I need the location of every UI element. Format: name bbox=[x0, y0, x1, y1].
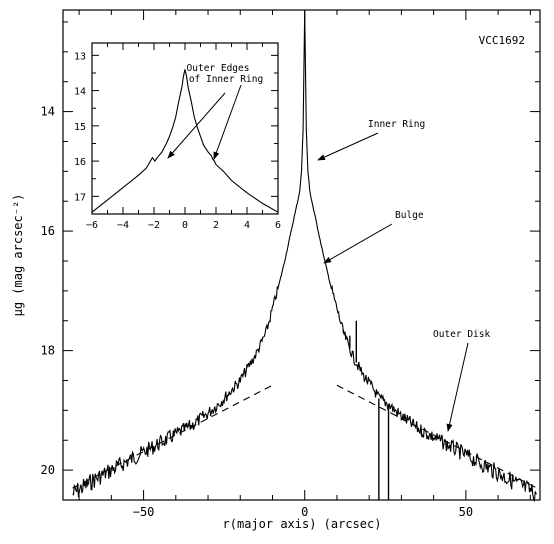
inset-profile-line bbox=[91, 69, 279, 213]
x-tick-label: 0 bbox=[301, 505, 308, 519]
disk-fit-dashed-line bbox=[72, 384, 273, 489]
y-tick-label: 18 bbox=[41, 344, 55, 358]
inset-y-tick-label: 16 bbox=[74, 157, 86, 168]
y-tick-label: 20 bbox=[41, 463, 55, 477]
outer-disk-arrow bbox=[446, 342, 469, 432]
x-axis-label: r(major axis) (arcsec) bbox=[223, 517, 382, 531]
inset-y-tick-label: 17 bbox=[74, 192, 86, 203]
bulge-arrow bbox=[323, 223, 393, 264]
inset-y-tick-label: 13 bbox=[74, 51, 86, 62]
outer-edges-arrow-left bbox=[167, 92, 226, 159]
inset-x-tick-label: 2 bbox=[213, 220, 219, 231]
inset-x-tick-label: 0 bbox=[182, 220, 188, 231]
inset-axis-ticks: −6 −4 −2 0 2 4 6 13 14 15 16 17 bbox=[74, 43, 281, 231]
x-tick-label: 50 bbox=[459, 505, 473, 519]
y-tick-label: 14 bbox=[41, 105, 55, 119]
inset-x-tick-label: 6 bbox=[275, 220, 281, 231]
outer-edges-arrow-right bbox=[213, 84, 242, 160]
inset-x-tick-label: −2 bbox=[148, 220, 160, 231]
inset-x-tick-label: −6 bbox=[86, 220, 98, 231]
galaxy-name-label: VCC1692 bbox=[479, 34, 525, 47]
inset-x-tick-label: 4 bbox=[244, 220, 250, 231]
inner-ring-label: Inner Ring bbox=[368, 119, 425, 130]
main-plot-frame bbox=[62, 9, 541, 501]
y-axis-label: μg (mag arcsec⁻²) bbox=[11, 194, 25, 317]
disk-fit-dashed-line bbox=[336, 384, 538, 489]
outer-edges-label-line2: of Inner Ring bbox=[189, 74, 263, 85]
outer-disk-label: Outer Disk bbox=[433, 329, 490, 340]
inset-plot-data bbox=[91, 69, 279, 213]
y-tick-label: 16 bbox=[41, 224, 55, 238]
inset-y-tick-label: 15 bbox=[74, 122, 86, 133]
bulge-label: Bulge bbox=[395, 210, 424, 221]
outer-edges-label-line1: Outer Edges bbox=[187, 63, 250, 74]
main-plot-data bbox=[72, 10, 538, 502]
inset-y-tick-label: 14 bbox=[74, 87, 86, 98]
x-tick-label: −50 bbox=[133, 505, 155, 519]
inset-x-tick-label: −4 bbox=[117, 220, 129, 231]
inner-ring-arrow bbox=[317, 132, 379, 161]
inset-plot-frame bbox=[91, 42, 279, 215]
